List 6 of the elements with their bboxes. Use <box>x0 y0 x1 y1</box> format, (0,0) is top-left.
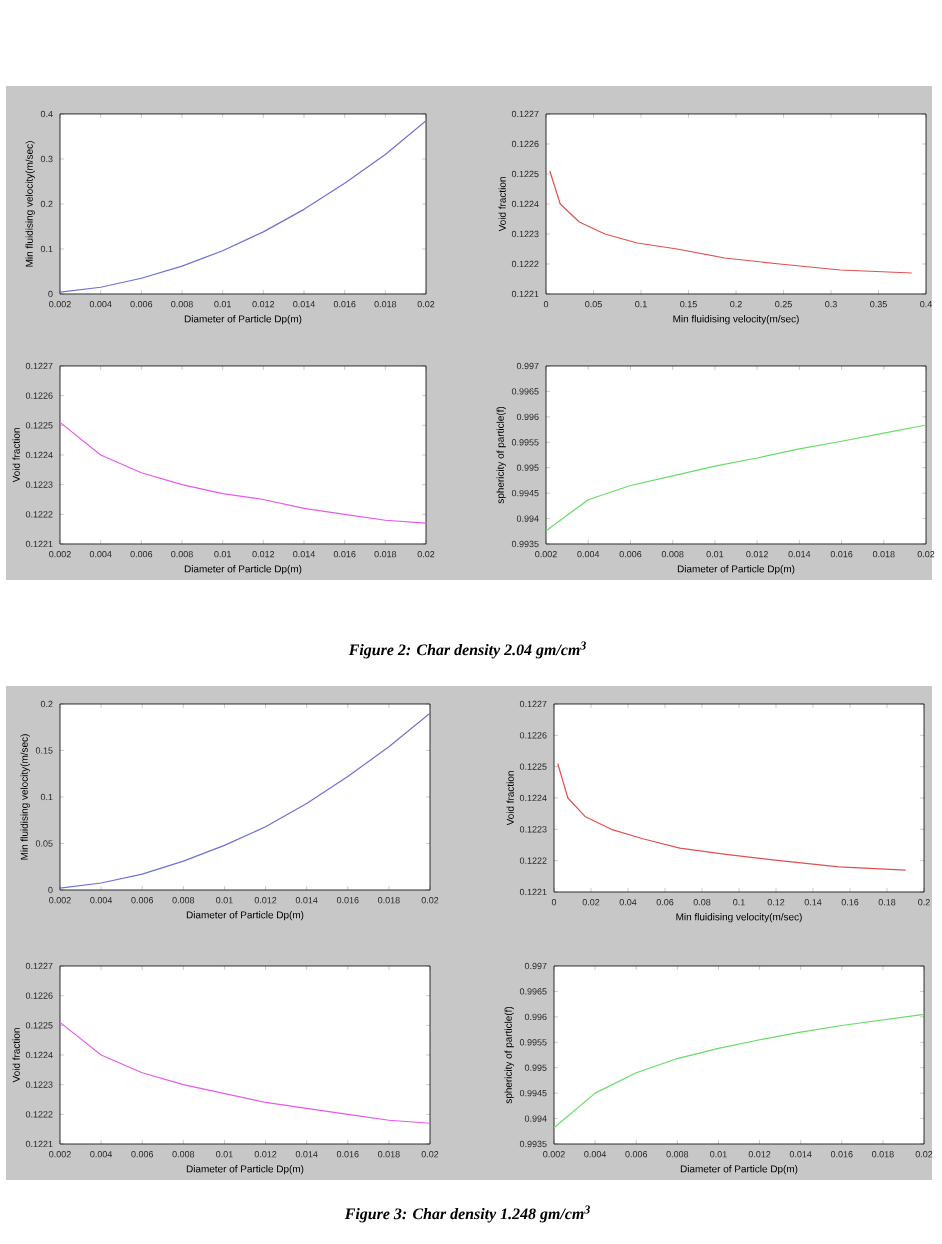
line-series <box>60 712 431 889</box>
line-series <box>60 421 427 524</box>
line-series <box>546 424 927 532</box>
line-series <box>60 120 427 293</box>
line-series <box>549 170 913 274</box>
line-series <box>557 762 907 871</box>
